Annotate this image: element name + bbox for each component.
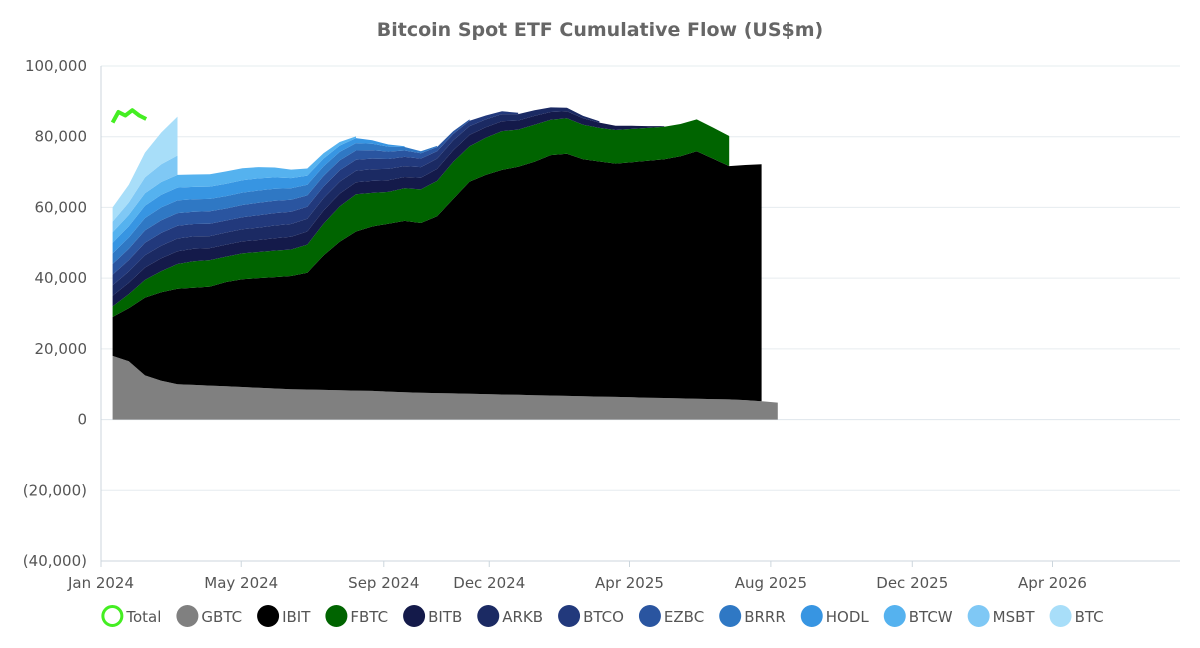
x-tick-label: May 2024 [204, 574, 278, 592]
legend-marker [719, 605, 742, 627]
y-tick-label: 100,000 [25, 57, 87, 75]
legend-marker [325, 605, 348, 627]
chart-title: Bitcoin Spot ETF Cumulative Flow (US$m) [377, 19, 823, 41]
area-btcw [112, 136, 356, 243]
legend-item-fbtc[interactable]: FBTC [325, 605, 388, 627]
legend-label: EZBC [664, 608, 704, 626]
legend-label: MSBT [993, 608, 1036, 626]
legend-label: FBTC [350, 608, 388, 626]
area-ezbc [112, 119, 470, 275]
area-msbt [112, 155, 178, 233]
area-gbtc [112, 355, 778, 420]
legend-marker [477, 605, 500, 627]
legend-marker [257, 605, 280, 627]
legend-marker [558, 605, 581, 627]
legend-marker [883, 605, 906, 627]
legend-marker [176, 605, 199, 627]
x-tick-label: Dec 2025 [876, 574, 948, 592]
legend-label: BRRR [744, 608, 786, 626]
y-tick-label: 0 [77, 411, 87, 429]
x-tick-label: Jan 2024 [67, 574, 134, 592]
y-tick-label: (40,000) [23, 552, 87, 570]
x-tick-label: Dec 2024 [453, 574, 525, 592]
legend-item-btcw[interactable]: BTCW [883, 605, 953, 627]
legend-item-hodl[interactable]: HODL [800, 605, 870, 627]
legend-item-btco[interactable]: BTCO [558, 605, 624, 627]
area-ibit [112, 151, 762, 402]
legend-label: Total [125, 608, 161, 626]
legend-label: BITB [428, 608, 462, 626]
area-series [112, 107, 778, 420]
x-axis-ticks: Jan 2024 May 2024 Sep 2024 Dec 2024 Apr 2025… [67, 561, 1087, 592]
legend-label: BTCO [583, 608, 624, 626]
legend-item-brrr[interactable]: BRRR [719, 605, 786, 627]
legend-item-msbt[interactable]: MSBT [967, 605, 1036, 627]
total-series-line [110, 108, 148, 124]
legend-label: GBTC [201, 608, 242, 626]
y-tick-label: 40,000 [35, 269, 88, 287]
legend-marker [403, 605, 426, 627]
legend-label: IBIT [282, 608, 311, 626]
x-tick-label: Apr 2025 [595, 574, 664, 592]
legend-item-arkb[interactable]: ARKB [477, 605, 543, 627]
y-tick-label: 60,000 [35, 198, 88, 216]
area-fbtc [112, 118, 730, 317]
legend-item-gbtc[interactable]: GBTC [176, 605, 242, 627]
legend-marker [101, 605, 124, 627]
legend-marker [638, 605, 661, 627]
legend-item-btc[interactable]: BTC [1049, 605, 1104, 627]
total-line [110, 108, 148, 124]
legend-marker [967, 605, 990, 627]
y-tick-label: (20,000) [23, 481, 87, 499]
legend-label: ARKB [502, 608, 543, 626]
axes [100, 66, 1180, 562]
legend-label: BTC [1075, 608, 1104, 626]
legend-item-ezbc[interactable]: EZBC [638, 605, 704, 627]
legend-label: BTCW [909, 608, 953, 626]
y-tick-label: 80,000 [35, 128, 88, 146]
legend-item-ibit[interactable]: IBIT [257, 605, 311, 627]
x-tick-label: Aug 2025 [735, 574, 807, 592]
area-brrr [112, 143, 438, 264]
x-tick-label: Sep 2024 [348, 574, 419, 592]
area-hodl [112, 138, 405, 254]
legend-item-total[interactable]: Total [101, 605, 162, 627]
legend-item-bitb[interactable]: BITB [403, 605, 462, 627]
area-btc [112, 116, 178, 222]
legend: Total GBTC IBIT FBTC BITB ARKB BTCO EZBC BRRR HOD… [101, 605, 1104, 627]
x-tick-label: Apr 2026 [1018, 574, 1087, 592]
legend-label: HODL [826, 608, 870, 626]
area-btco [112, 111, 519, 286]
legend-marker [1049, 605, 1072, 627]
y-axis-ticks: 100,000 80,000 60,000 40,000 20,000 0 (20,000)… [23, 57, 87, 570]
y-tick-label: 20,000 [35, 340, 88, 358]
legend-marker [800, 605, 823, 627]
